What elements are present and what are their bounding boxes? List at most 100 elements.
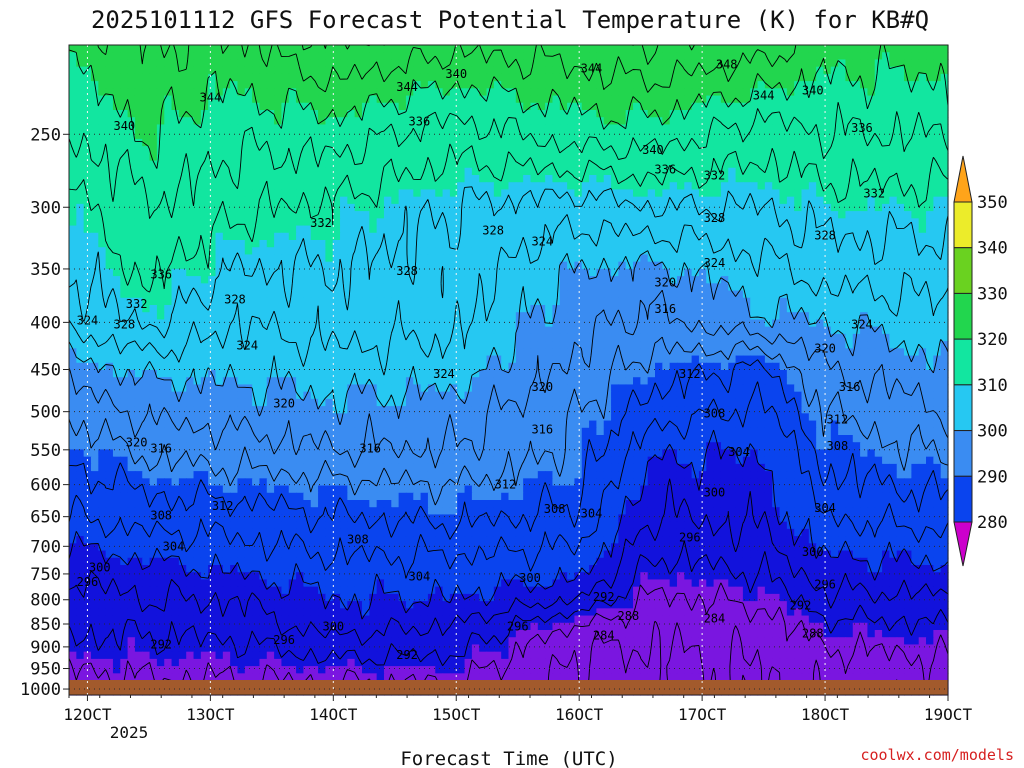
field-cell (574, 211, 583, 219)
field-cell (735, 276, 744, 284)
field-cell (237, 240, 246, 248)
field-cell (889, 66, 898, 75)
field-cell (515, 95, 524, 104)
field-cell (281, 211, 290, 219)
field-cell (794, 102, 803, 111)
field-cell (405, 146, 414, 154)
field-cell (332, 290, 341, 299)
field-cell (383, 225, 392, 234)
field-cell (420, 333, 429, 342)
field-cell (303, 167, 312, 176)
field-cell (281, 146, 290, 154)
field-cell (369, 66, 378, 75)
field-cell (310, 297, 319, 306)
field-cell (911, 110, 920, 118)
field-cell (552, 52, 561, 61)
field-cell (486, 160, 495, 169)
field-cell (427, 203, 436, 212)
field-cell (193, 160, 202, 169)
field-cell (259, 110, 268, 118)
field-cell (889, 232, 898, 241)
field-cell (896, 211, 905, 219)
field-cell (662, 268, 671, 277)
field-cell (698, 45, 707, 53)
field-cell (486, 189, 495, 198)
field-cell (310, 305, 319, 313)
field-cell (281, 283, 290, 292)
field-cell (164, 276, 173, 284)
field-cell (874, 189, 883, 198)
field-cell (442, 88, 451, 97)
field-cell (457, 341, 466, 349)
field-cell (127, 341, 136, 349)
field-cell (318, 59, 326, 68)
field-cell (222, 218, 231, 227)
field-cell (479, 88, 488, 97)
field-cell (405, 81, 414, 89)
field-cell (442, 153, 451, 162)
field-cell (376, 319, 385, 328)
field-cell (530, 225, 539, 234)
field-cell (391, 110, 400, 118)
field-cell (940, 124, 949, 133)
field-cell (574, 240, 583, 248)
field-cell (325, 326, 334, 335)
field-cell (926, 146, 934, 154)
field-cell (589, 254, 597, 263)
field-cell (164, 182, 173, 191)
field-cell (552, 45, 561, 53)
field-cell (486, 131, 495, 140)
field-cell (882, 290, 890, 299)
field-cell (200, 95, 209, 104)
field-cell (186, 117, 195, 126)
field-cell (208, 102, 217, 111)
field-cell (845, 261, 854, 270)
field-cell (362, 167, 370, 176)
field-cell (515, 189, 524, 198)
field-cell (523, 276, 532, 284)
field-cell (794, 312, 803, 321)
field-cell (530, 73, 539, 82)
field-cell (757, 95, 766, 104)
field-cell (435, 319, 444, 328)
field-cell (266, 124, 275, 133)
field-cell (911, 297, 920, 306)
field-cell (691, 131, 700, 140)
field-cell (545, 232, 554, 241)
field-cell (860, 66, 869, 75)
field-cell (618, 45, 627, 53)
field-cell (618, 88, 627, 97)
field-cell (164, 52, 173, 61)
field-cell (676, 110, 685, 118)
field-cell (237, 88, 246, 97)
field-cell (867, 59, 876, 68)
field-cell (274, 283, 283, 292)
field-cell (340, 189, 348, 198)
field-cell (112, 66, 121, 75)
field-cell (449, 59, 458, 68)
field-cell (860, 95, 869, 104)
field-cell (112, 261, 121, 270)
field-cell (442, 196, 451, 205)
field-cell (200, 66, 209, 75)
field-cell (134, 45, 143, 53)
field-cell (742, 175, 751, 183)
field-cell (222, 326, 231, 335)
field-cell (508, 261, 517, 270)
field-cell (764, 240, 773, 248)
field-cell (757, 305, 766, 313)
field-cell (178, 73, 187, 82)
field-cell (120, 153, 129, 162)
field-cell (479, 319, 488, 328)
field-cell (735, 146, 744, 154)
field-cell (156, 146, 165, 154)
field-cell (801, 124, 810, 133)
field-cell (83, 333, 92, 342)
field-cell (940, 110, 949, 118)
field-cell (76, 175, 85, 183)
field-cell (838, 52, 847, 61)
field-cell (244, 45, 253, 53)
field-cell (640, 117, 649, 126)
field-cell (405, 167, 414, 176)
field-cell (713, 189, 722, 198)
